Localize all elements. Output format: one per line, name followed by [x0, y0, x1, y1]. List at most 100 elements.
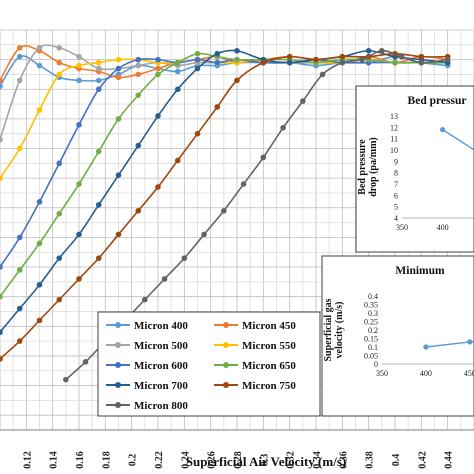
data-point: [221, 207, 227, 214]
legend-label: Micron 650: [242, 360, 296, 372]
inset-x-tick-label: 450: [464, 369, 474, 378]
data-point: [36, 199, 43, 205]
x-tick-label: 0.2: [128, 454, 139, 467]
x-tick-label: 0.26: [207, 451, 218, 469]
data-point: [56, 160, 63, 167]
data-point: [135, 92, 142, 98]
inset-y-tick-label: 6: [394, 191, 398, 200]
data-point: [155, 113, 161, 119]
inset-data-point: [467, 339, 473, 345]
inset-y-tick-label: 0.15: [364, 335, 378, 344]
x-tick-label: 0.22: [154, 451, 165, 469]
x-tick-label: 0.42: [417, 451, 428, 469]
data-point: [36, 44, 43, 51]
data-point: [214, 104, 221, 110]
data-point: [95, 77, 102, 84]
legend-label: Micron 500: [134, 340, 188, 352]
data-point: [115, 74, 122, 81]
data-point: [56, 44, 63, 51]
data-point: [260, 154, 267, 161]
data-point: [194, 56, 201, 63]
data-point: [95, 59, 102, 66]
data-point: [56, 210, 63, 217]
data-point: [161, 276, 168, 282]
data-point: [0, 329, 3, 336]
data-point: [95, 255, 102, 261]
data-point: [0, 356, 3, 362]
x-tick-label: 0.38: [365, 451, 376, 469]
inset-x-tick-label: 350: [376, 369, 388, 378]
inset-y-tick-label: 13: [390, 112, 398, 121]
data-point: [392, 59, 398, 66]
data-point: [16, 267, 23, 273]
x-tick-label: 0.3: [259, 454, 270, 467]
inset-series: [439, 127, 474, 151]
data-point: [16, 338, 23, 344]
x-tick-label: 0.28: [233, 451, 244, 469]
data-point: [135, 62, 142, 69]
data-point: [234, 77, 240, 84]
data-point: [194, 130, 201, 137]
inset-title: Minimum: [395, 265, 445, 277]
data-point: [135, 71, 142, 78]
data-point: [214, 59, 221, 66]
x-tick-label: 0.16: [75, 451, 86, 469]
data-point: [174, 157, 181, 164]
data-point: [76, 122, 82, 128]
data-point: [201, 231, 207, 238]
inset-y-tick-label: 10: [390, 146, 398, 155]
legend-marker: [223, 342, 229, 348]
data-point: [135, 142, 142, 149]
data-point: [142, 296, 148, 303]
data-point: [359, 56, 365, 63]
data-point: [181, 255, 188, 261]
x-tick-label: 0.18: [101, 451, 112, 469]
inset-y-axis-label: Bed pressuredrop (pa/mm): [357, 137, 379, 197]
data-point: [36, 107, 43, 113]
inset-data-point: [439, 127, 446, 133]
data-point: [95, 86, 102, 93]
inset-y-tick-label: 0: [374, 360, 378, 369]
inset-x-tick-label: 400: [420, 369, 432, 378]
data-point: [418, 59, 425, 66]
inset-frame: [355, 85, 474, 253]
data-point: [95, 65, 102, 72]
data-point: [155, 184, 161, 190]
inset-series-line: [425, 340, 474, 348]
data-point: [398, 53, 405, 60]
data-point: [286, 59, 293, 66]
data-point: [56, 59, 63, 66]
legend-label: Micron 450: [242, 320, 296, 332]
data-point: [0, 264, 3, 270]
data-point: [76, 231, 82, 238]
data-point: [76, 62, 82, 69]
inset-minimum-velocity: Minimum 00.050.10.150.20.250.30.350.4 350 4…: [321, 255, 474, 417]
data-point: [155, 56, 161, 63]
data-point: [339, 59, 346, 66]
legend-label: Micron 750: [242, 380, 296, 392]
inset-title: Bed pressur: [408, 95, 467, 107]
data-point: [95, 202, 102, 208]
data-point: [56, 71, 63, 78]
inset-data-point: [423, 344, 429, 350]
data-point: [286, 53, 293, 60]
data-point: [155, 71, 161, 78]
x-tick-label: 0.4: [391, 454, 402, 467]
legend-label: Micron 600: [134, 360, 188, 372]
data-point: [240, 181, 247, 187]
data-point: [0, 175, 3, 181]
inset-y-tick-label: 8: [394, 169, 398, 178]
data-point: [36, 282, 43, 288]
data-point: [16, 145, 23, 152]
x-tick-label: 0.12: [22, 451, 33, 469]
data-point: [36, 317, 43, 324]
legend-marker: [115, 342, 121, 348]
data-point: [115, 172, 122, 178]
legend-marker: [115, 322, 121, 328]
data-point: [0, 77, 3, 84]
x-tick-label: 0.44: [444, 451, 455, 469]
legend-label: Micron 800: [134, 400, 188, 412]
legend-label: Micron 550: [242, 340, 296, 352]
data-point: [155, 65, 161, 72]
data-point: [82, 359, 89, 365]
